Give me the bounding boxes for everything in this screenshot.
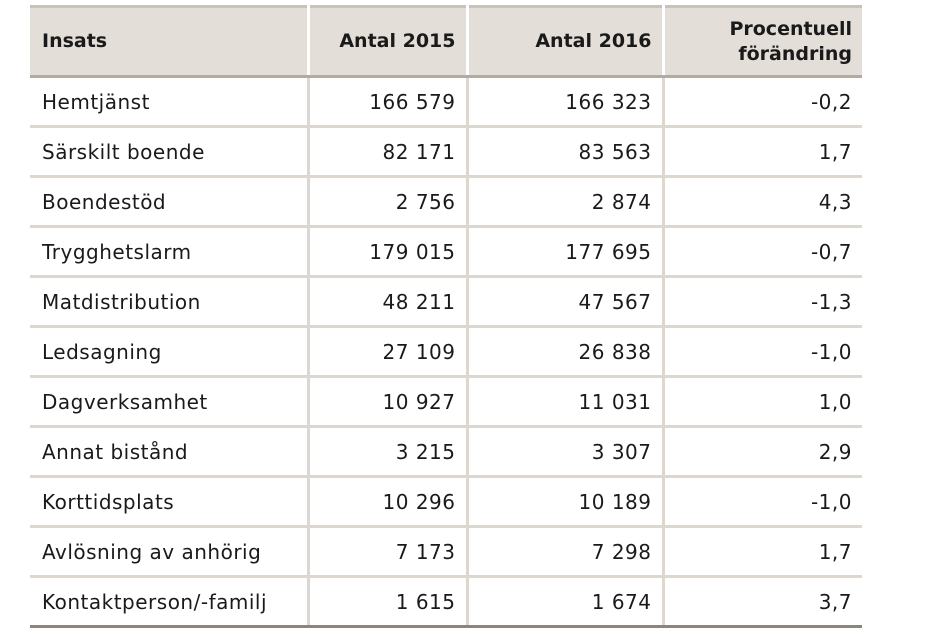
cell-antal-2016: 47 567 bbox=[467, 276, 665, 328]
cell-insats: Boendestöd bbox=[30, 176, 310, 228]
table-row: Annat bistånd 3 215 3 307 2,9 bbox=[30, 426, 862, 478]
cell-antal-2015: 2 756 bbox=[308, 176, 469, 228]
cell-antal-2015: 48 211 bbox=[308, 276, 469, 328]
cell-antal-2015: 166 579 bbox=[308, 76, 469, 128]
cell-antal-2016: 83 563 bbox=[467, 126, 665, 178]
cell-forandring: 1,7 bbox=[663, 526, 862, 578]
header-antal-2016: Antal 2016 bbox=[467, 5, 665, 78]
cell-forandring: -0,7 bbox=[663, 226, 862, 278]
cell-insats: Matdistribution bbox=[30, 276, 310, 328]
cell-antal-2016: 10 189 bbox=[467, 476, 665, 528]
insatser-table: Insats Antal 2015 Antal 2016 Procentuell… bbox=[30, 5, 862, 628]
cell-insats: Trygghetslarm bbox=[30, 226, 310, 278]
table-row: Särskilt boende 82 171 83 563 1,7 bbox=[30, 126, 862, 178]
header-antal-2015: Antal 2015 bbox=[308, 5, 469, 78]
cell-antal-2015: 7 173 bbox=[308, 526, 469, 578]
cell-forandring: -0,2 bbox=[663, 76, 862, 128]
cell-antal-2016: 11 031 bbox=[467, 376, 665, 428]
cell-forandring: -1,3 bbox=[663, 276, 862, 328]
cell-forandring: 3,7 bbox=[663, 576, 862, 628]
cell-antal-2016: 177 695 bbox=[467, 226, 665, 278]
table-row: Matdistribution 48 211 47 567 -1,3 bbox=[30, 276, 862, 328]
table-row: Avlösning av anhörig 7 173 7 298 1,7 bbox=[30, 526, 862, 578]
statistics-table-container: Insats Antal 2015 Antal 2016 Procentuell… bbox=[30, 5, 862, 628]
table-body: Hemtjänst 166 579 166 323 -0,2 Särskilt boen… bbox=[30, 76, 862, 628]
cell-insats: Annat bistånd bbox=[30, 426, 310, 478]
cell-antal-2015: 179 015 bbox=[308, 226, 469, 278]
table-row: Ledsagning 27 109 26 838 -1,0 bbox=[30, 326, 862, 378]
table-row: Korttidsplats 10 296 10 189 -1,0 bbox=[30, 476, 862, 528]
header-procentuell-forandring: Procentuell förändring bbox=[663, 5, 862, 78]
cell-insats: Dagverksamhet bbox=[30, 376, 310, 428]
cell-insats: Särskilt boende bbox=[30, 126, 310, 178]
cell-antal-2015: 10 927 bbox=[308, 376, 469, 428]
cell-insats: Hemtjänst bbox=[30, 76, 310, 128]
header-row: Insats Antal 2015 Antal 2016 Procentuell… bbox=[30, 5, 862, 78]
cell-antal-2015: 10 296 bbox=[308, 476, 469, 528]
cell-insats: Avlösning av anhörig bbox=[30, 526, 310, 578]
cell-antal-2016: 26 838 bbox=[467, 326, 665, 378]
cell-forandring: 4,3 bbox=[663, 176, 862, 228]
cell-antal-2016: 166 323 bbox=[467, 76, 665, 128]
cell-antal-2016: 3 307 bbox=[467, 426, 665, 478]
table-header: Insats Antal 2015 Antal 2016 Procentuell… bbox=[30, 5, 862, 78]
cell-insats: Korttidsplats bbox=[30, 476, 310, 528]
header-forandring-line1: Procentuell bbox=[729, 17, 852, 40]
cell-antal-2015: 1 615 bbox=[308, 576, 469, 628]
table-row: Dagverksamhet 10 927 11 031 1,0 bbox=[30, 376, 862, 428]
table-row: Hemtjänst 166 579 166 323 -0,2 bbox=[30, 76, 862, 128]
cell-antal-2016: 7 298 bbox=[467, 526, 665, 578]
cell-forandring: 1,0 bbox=[663, 376, 862, 428]
cell-forandring: 1,7 bbox=[663, 126, 862, 178]
cell-antal-2015: 82 171 bbox=[308, 126, 469, 178]
header-insats: Insats bbox=[30, 5, 310, 78]
cell-forandring: -1,0 bbox=[663, 326, 862, 378]
cell-antal-2016: 1 674 bbox=[467, 576, 665, 628]
table-row: Kontaktperson/-familj 1 615 1 674 3,7 bbox=[30, 576, 862, 628]
header-forandring-line2: förändring bbox=[738, 42, 852, 65]
table-row: Boendestöd 2 756 2 874 4,3 bbox=[30, 176, 862, 228]
cell-insats: Ledsagning bbox=[30, 326, 310, 378]
cell-forandring: -1,0 bbox=[663, 476, 862, 528]
cell-antal-2016: 2 874 bbox=[467, 176, 665, 228]
table-row: Trygghetslarm 179 015 177 695 -0,7 bbox=[30, 226, 862, 278]
cell-antal-2015: 27 109 bbox=[308, 326, 469, 378]
cell-antal-2015: 3 215 bbox=[308, 426, 469, 478]
cell-insats: Kontaktperson/-familj bbox=[30, 576, 310, 628]
cell-forandring: 2,9 bbox=[663, 426, 862, 478]
